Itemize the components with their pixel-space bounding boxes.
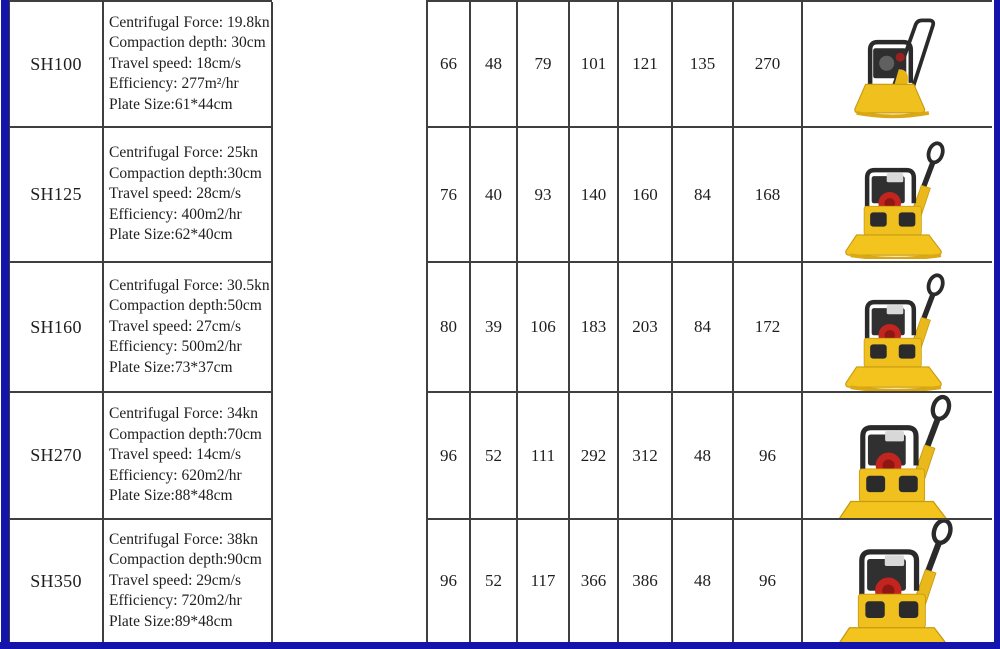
spec-list: Centrifugal Force: 34kn Compaction depth… xyxy=(104,393,273,520)
spec-line: Travel speed: 28cm/s xyxy=(109,185,242,203)
spec-line: Compaction depth:30cm xyxy=(109,164,262,182)
table-row: SH350 Centrifugal Force: 38kn Compaction… xyxy=(10,520,273,642)
spec-line: Plate Size:88*48cm xyxy=(109,487,233,505)
model-name: SH160 xyxy=(10,263,104,393)
spec-line: Plate Size:89*48cm xyxy=(109,612,233,630)
dimension-value: 135 xyxy=(673,2,734,128)
product-image-cell xyxy=(803,128,992,263)
spec-line: Plate Size:73*37cm xyxy=(109,358,233,376)
product-image-cell xyxy=(803,2,992,128)
dimension-value: 140 xyxy=(570,128,619,263)
forward-plate-compactor-photo xyxy=(834,2,962,128)
dimension-value: 48 xyxy=(673,520,734,642)
spec-line: Compaction depth: 30cm xyxy=(109,34,266,52)
dimension-value: 160 xyxy=(619,128,673,263)
spec-list: Centrifugal Force: 30.5kn Compaction dep… xyxy=(104,263,273,393)
table-row: 96 52 117 366 386 48 96 xyxy=(426,520,992,642)
dimension-value: 172 xyxy=(734,263,803,393)
table-row: 76 40 93 140 160 84 168 xyxy=(426,128,992,263)
spec-line: Travel speed: 29cm/s xyxy=(109,571,242,589)
dimension-value: 48 xyxy=(673,393,734,520)
table-row: SH160 Centrifugal Force: 30.5kn Compacti… xyxy=(10,263,273,393)
spec-line: Efficiency: 277m²/hr xyxy=(109,75,239,93)
dimension-value: 52 xyxy=(471,520,518,642)
dimension-value: 76 xyxy=(426,128,471,263)
table-row: SH100 Centrifugal Force: 19.8kn Compacti… xyxy=(10,2,273,128)
table-row: 80 39 106 183 203 84 172 xyxy=(426,263,992,393)
spec-line: Centrifugal Force: 34kn xyxy=(109,405,258,423)
spec-line: Efficiency: 620m2/hr xyxy=(109,466,242,484)
spec-line: Centrifugal Force: 19.8kn xyxy=(109,13,270,31)
dimension-value: 312 xyxy=(619,393,673,520)
dimension-value: 79 xyxy=(518,2,570,128)
model-name: SH125 xyxy=(10,128,104,263)
dimension-value: 292 xyxy=(570,393,619,520)
frame-border-bottom xyxy=(0,642,1000,649)
spec-line: Centrifugal Force: 30.5kn xyxy=(109,276,270,294)
spec-line: Compaction depth:50cm xyxy=(109,297,262,315)
dimension-value: 84 xyxy=(673,263,734,393)
dimension-value: 66 xyxy=(426,2,471,128)
frame-border-left xyxy=(1,0,9,649)
spec-line: Centrifugal Force: 38kn xyxy=(109,530,258,548)
table-row: SH125 Centrifugal Force: 25kn Compaction… xyxy=(10,128,273,263)
product-image-cell xyxy=(803,393,992,520)
dimension-value: 84 xyxy=(673,128,734,263)
reversible-plate-compactor-photo xyxy=(834,263,962,391)
dimension-value: 40 xyxy=(471,128,518,263)
dimension-value: 183 xyxy=(570,263,619,393)
dimension-value: 111 xyxy=(518,393,570,520)
spec-line: Efficiency: 400m2/hr xyxy=(109,205,242,223)
spec-line: Travel speed: 27cm/s xyxy=(109,317,242,335)
dimension-value: 106 xyxy=(518,263,570,393)
dimension-value: 80 xyxy=(426,263,471,393)
dimension-value: 168 xyxy=(734,128,803,263)
product-image-cell xyxy=(803,520,992,642)
spec-line: Efficiency: 500m2/hr xyxy=(109,338,242,356)
spec-line: Travel speed: 18cm/s xyxy=(109,54,242,72)
dimension-value: 117 xyxy=(518,520,570,642)
reversible-plate-compactor-photo xyxy=(825,393,971,520)
dimension-value: 121 xyxy=(619,2,673,128)
product-image-cell xyxy=(803,263,992,393)
spec-list: Centrifugal Force: 38kn Compaction depth… xyxy=(104,520,273,642)
spec-list: Centrifugal Force: 25kn Compaction depth… xyxy=(104,128,273,263)
spec-line: Travel speed: 14cm/s xyxy=(109,446,242,464)
dimension-value: 101 xyxy=(570,2,619,128)
spec-line: Compaction depth:70cm xyxy=(109,425,262,443)
spec-line: Plate Size:61*44cm xyxy=(109,95,233,113)
table-row: SH270 Centrifugal Force: 34kn Compaction… xyxy=(10,393,273,520)
reversible-plate-compactor-photo xyxy=(834,131,962,259)
dimension-value: 96 xyxy=(734,520,803,642)
table-row: 96 52 111 292 312 48 96 xyxy=(426,393,992,520)
dimensions-table: 66 48 79 101 121 135 270 76 40 93 140 16… xyxy=(426,0,992,642)
dimension-value: 96 xyxy=(426,520,471,642)
dimension-value: 96 xyxy=(734,393,803,520)
dimension-value: 203 xyxy=(619,263,673,393)
dimension-value: 96 xyxy=(426,393,471,520)
dimension-value: 386 xyxy=(619,520,673,642)
model-spec-table: SH100 Centrifugal Force: 19.8kn Compacti… xyxy=(9,0,273,642)
table-row: 66 48 79 101 121 135 270 xyxy=(426,2,992,128)
model-name: SH270 xyxy=(10,393,104,520)
model-name: SH100 xyxy=(10,2,104,128)
dimension-value: 93 xyxy=(518,128,570,263)
spec-line: Compaction depth:90cm xyxy=(109,551,262,569)
dimension-value: 52 xyxy=(471,393,518,520)
dimension-value: 48 xyxy=(471,2,518,128)
dimension-value: 270 xyxy=(734,2,803,128)
reversible-plate-compactor-photo xyxy=(823,520,973,642)
model-name: SH350 xyxy=(10,520,104,642)
spec-line: Centrifugal Force: 25kn xyxy=(109,144,258,162)
spec-list: Centrifugal Force: 19.8kn Compaction dep… xyxy=(104,2,273,128)
dimension-value: 366 xyxy=(570,520,619,642)
spec-line: Plate Size:62*40cm xyxy=(109,226,233,244)
spec-line: Efficiency: 720m2/hr xyxy=(109,592,242,610)
dimension-value: 39 xyxy=(471,263,518,393)
frame-border-right xyxy=(994,0,1000,649)
